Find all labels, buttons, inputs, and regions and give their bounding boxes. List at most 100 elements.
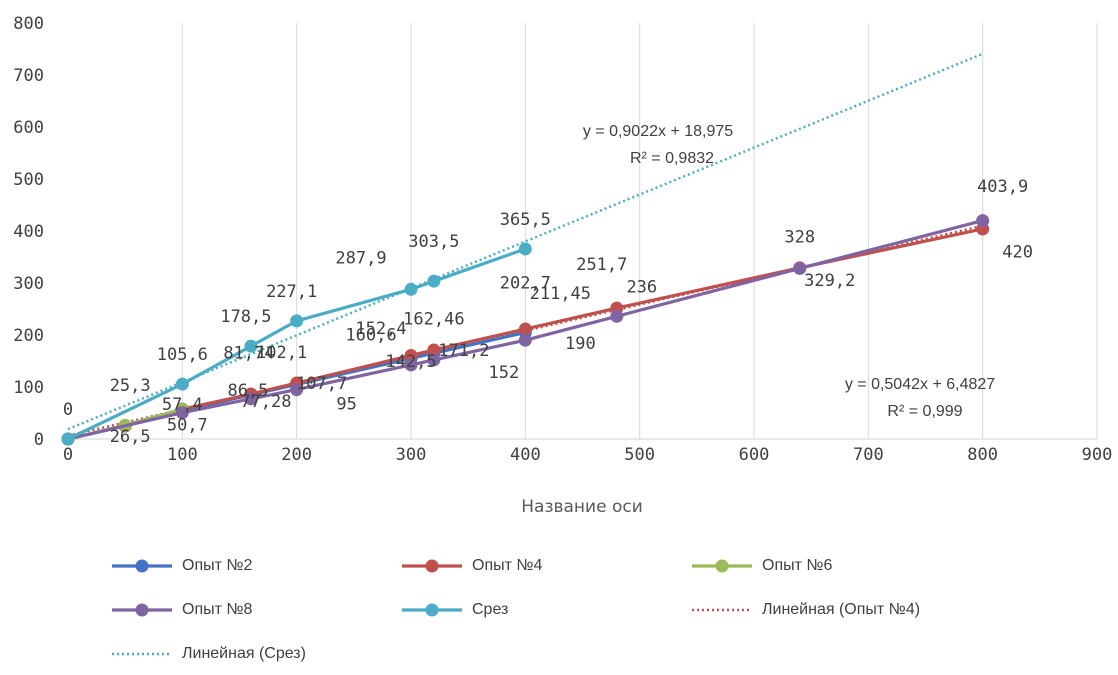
legend-label: Линейная (Опыт №4) [762,601,921,618]
x-tick-label: 800 [967,445,998,465]
trendline-equation: y = 0,9022x + 18,975 [583,123,733,140]
trendline-r-squared: R² = 0,9832 [630,150,714,167]
x-axis-ticks: 0 100 200 300 400 500 600 700 800 900 [63,445,1112,465]
data-label: 251,7 [576,255,627,275]
x-tick-label: 0 [63,445,73,465]
series-опыт-8 [61,214,990,446]
data-label: 328 [784,227,815,247]
data-label: 95 [336,395,356,415]
y-tick-label: 400 [13,222,44,242]
legend-swatch [692,608,752,612]
gridlines [181,23,1098,439]
data-label: 86,5 [227,381,268,401]
legend-label: Опыт №4 [472,557,543,574]
data-label: 81,74 [223,343,274,363]
legend-label: Срез [472,601,509,618]
trendline-equation: y = 0,5042x + 6,4827 [845,376,995,393]
legend-swatch [112,603,172,617]
data-point [793,261,807,275]
data-label: 365,5 [500,210,551,230]
series-срез [61,242,532,446]
legend-swatch [402,603,462,617]
legend-swatch [112,559,172,573]
data-point [518,242,532,256]
data-label: 403,9 [977,177,1028,197]
legend-item-опыт-4: Опыт №4 [400,554,542,578]
data-label: 107,7 [296,374,347,394]
x-tick-label: 600 [739,445,770,465]
series-line [67,219,984,441]
legend-item-линейная-опыт-4: Линейная (Опыт №4) [690,598,920,622]
data-point [976,214,990,228]
data-point [610,309,624,323]
data-point [404,348,418,362]
data-label: 26,5 [110,427,151,447]
data-label: 77,28 [240,392,291,412]
y-axis-ticks: 0 100 200 300 400 500 600 700 800 [13,14,44,450]
data-point [404,282,418,296]
data-label: 102,1 [256,343,307,363]
legend-swatch [112,652,172,656]
data-label: 160,6 [345,325,396,345]
legend-item-опыт-6: Опыт №6 [690,554,832,578]
y-tick-label: 0 [34,430,44,450]
data-label: 0 [63,400,73,420]
data-label: 152 [489,363,520,383]
data-point [61,432,75,446]
data-point [290,314,304,328]
data-labels: 0 25,3 26,5 57,450,7 105,6 86,5 81,74 77,28 178,… [63,177,1033,447]
legend-swatch [692,559,752,573]
legend-label: Опыт №6 [762,557,833,574]
legend-swatch [402,559,462,573]
legend-item-опыт-8: Опыт №8 [110,598,252,622]
data-label: 142,5 [385,352,436,372]
y-tick-label: 200 [13,326,44,346]
data-label: 162,46 [403,310,464,330]
data-point [175,377,189,391]
chart-plot: 0 100 200 300 400 500 600 700 800 900 0 100 200 300 4… [13,14,1112,517]
legend-item-опыт-2: Опыт №2 [110,554,252,578]
y-tick-label: 700 [13,66,44,86]
legend-item-срез: Срез [400,598,508,622]
trendline-equations: y = 0,9022x + 18,975 R² = 0,9832 y = 0,504… [583,123,995,420]
legend-label: Опыт №2 [182,557,253,574]
x-axis-title: Название оси [521,497,643,517]
data-label: 329,2 [804,271,855,291]
data-point [518,333,532,347]
data-label: 178,5 [220,307,271,327]
data-point [404,358,418,372]
data-series [61,214,990,446]
data-label: 287,9 [335,248,386,268]
data-point [290,383,304,397]
x-tick-label: 100 [167,445,198,465]
data-label: 152,4 [355,319,406,339]
x-tick-label: 300 [396,445,427,465]
data-point [427,353,441,367]
x-tick-label: 200 [281,445,312,465]
data-label: 57,4 [162,395,203,415]
legend-label: Опыт №8 [182,601,253,618]
data-label: 303,5 [408,232,459,252]
data-point [518,322,532,336]
y-tick-label: 600 [13,118,44,138]
x-tick-label: 400 [510,445,541,465]
data-label: 105,6 [157,345,208,365]
data-label: 171,2 [438,341,489,361]
data-label: 227,1 [266,282,317,302]
trendline-r-squared: R² = 0,999 [887,403,962,420]
data-label: 202,7 [500,274,551,294]
data-point [244,339,258,353]
data-label: 190 [565,334,596,354]
data-label: 211,45 [530,284,591,304]
data-label: 50,7 [167,416,208,436]
x-tick-label: 500 [624,445,655,465]
y-tick-label: 100 [13,378,44,398]
data-label: 25,3 [110,376,151,396]
legend-label: Линейная (Срез) [182,645,306,662]
data-label: 236 [626,277,657,297]
x-tick-label: 900 [1082,445,1113,465]
legend-item-линейная-срез: Линейная (Срез) [110,642,306,666]
y-tick-label: 500 [13,170,44,190]
data-label: 420 [1002,243,1033,263]
y-tick-label: 800 [13,14,44,34]
